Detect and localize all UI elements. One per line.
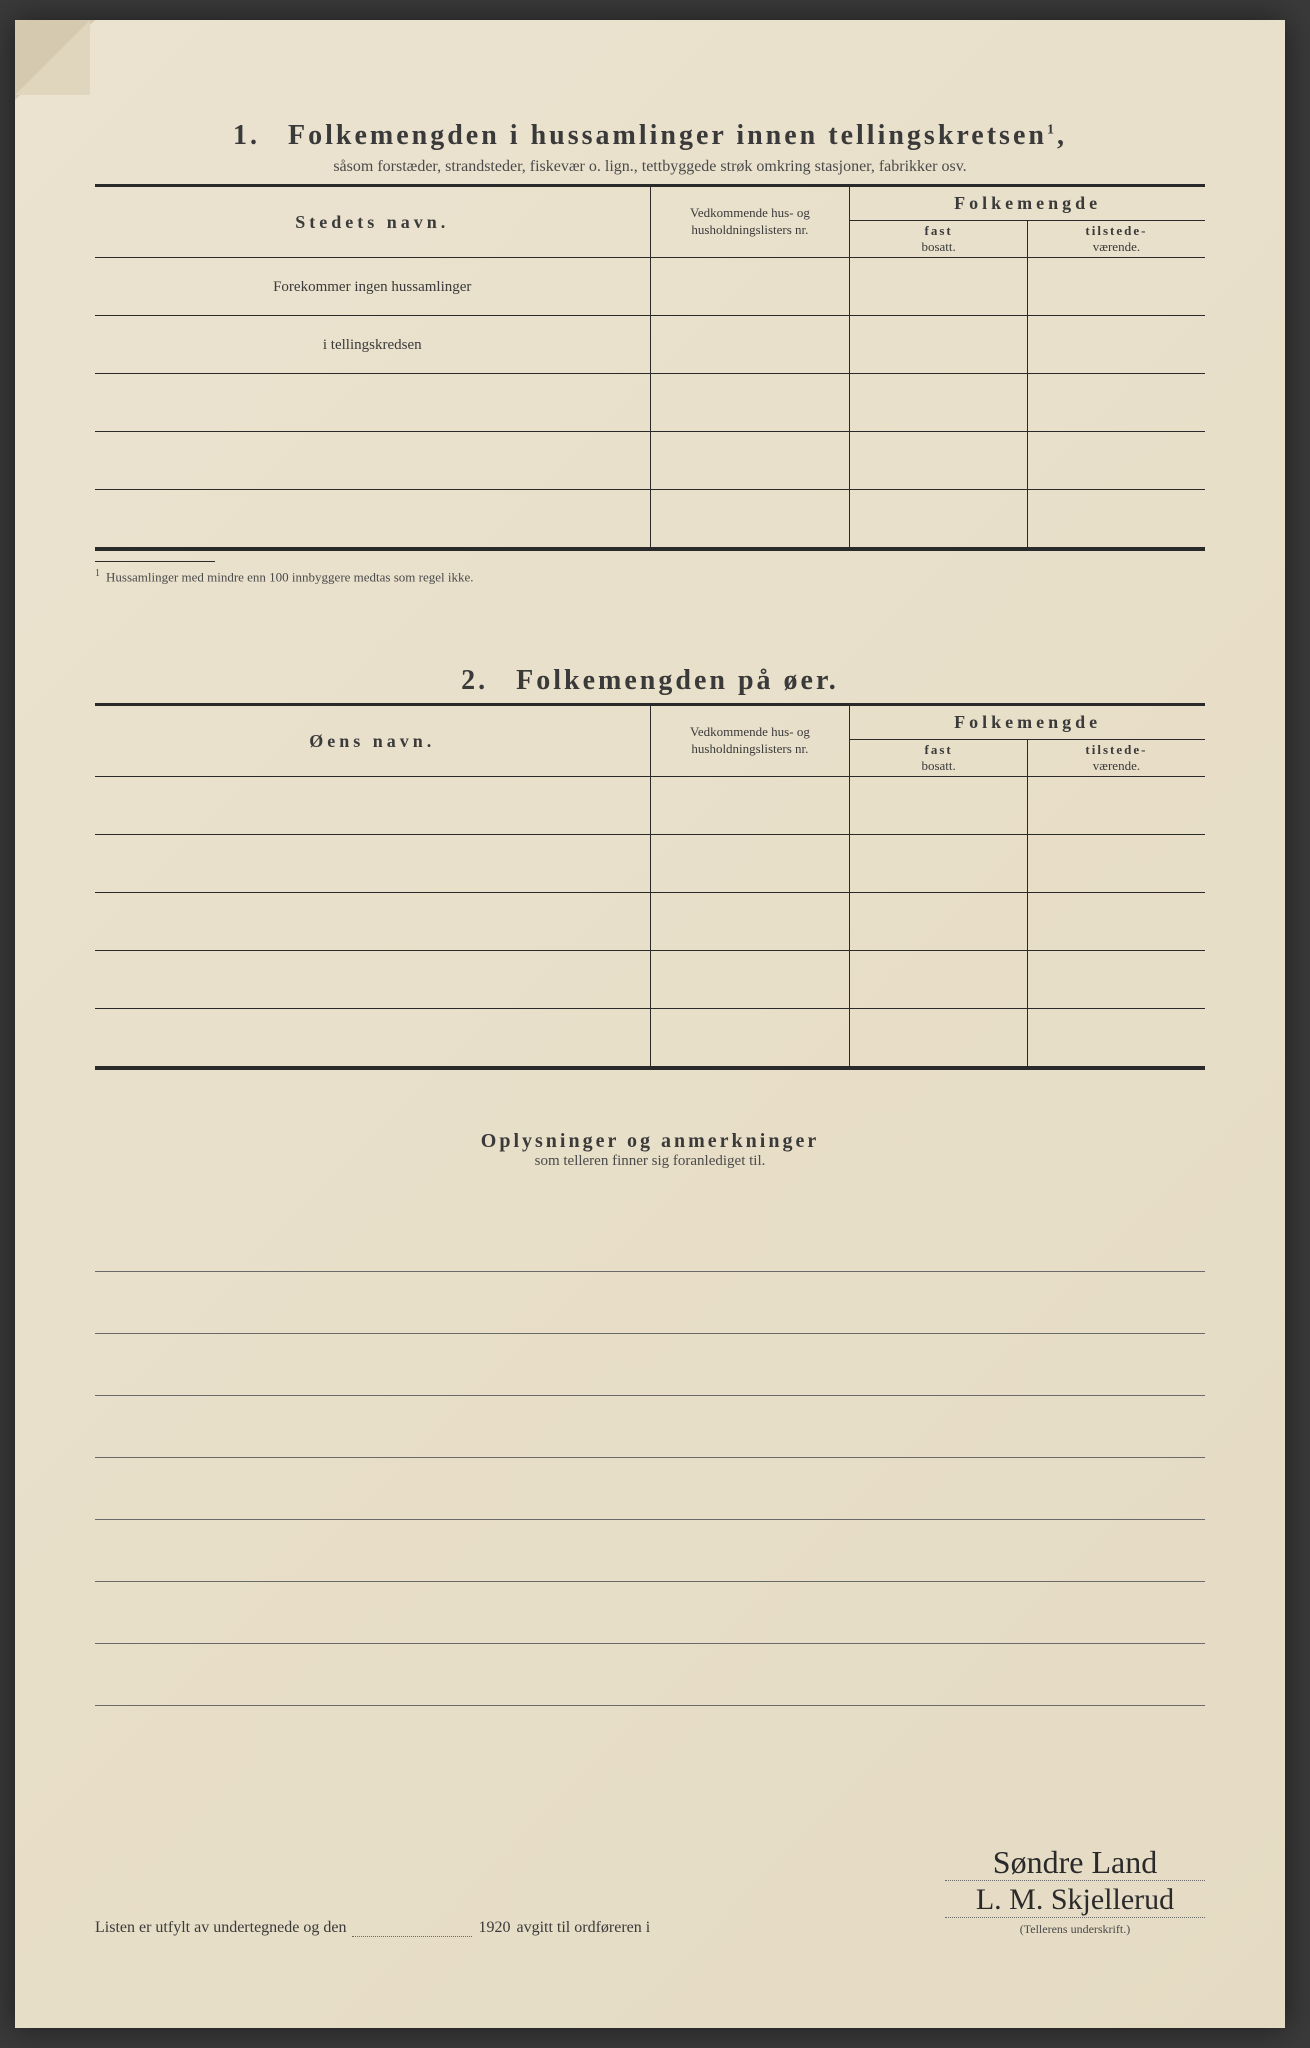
section-1: 1. Folkemengden i hussamlinger innen tel…: [95, 120, 1205, 585]
col-tilstede-2: tilstede-værende.: [1027, 740, 1205, 777]
section-2: 2. Folkemengden på øer. Øens navn. Vedko…: [95, 665, 1205, 1070]
signature-label: (Tellerens underskrift.): [945, 1922, 1205, 1937]
census-form-page: 1. Folkemengden i hussamlinger innen tel…: [15, 20, 1285, 2028]
footnote-rule: [95, 561, 215, 562]
bottom-attestation: Listen er utfylt av undertegnede og den …: [95, 1846, 1205, 1937]
col-oens-navn: Øens navn.: [95, 706, 650, 777]
ruled-line: [95, 1272, 1205, 1334]
footnote-sup: 1: [95, 568, 100, 579]
handwritten-entry-1: Forekommer ingen hussamlinger: [95, 258, 650, 316]
bottom-text-1: Listen er utfylt av undertegnede og den: [95, 1919, 346, 1937]
col-tilstede: tilstede-værende.: [1027, 221, 1205, 258]
signature-handwritten: L. M. Skjellerud: [945, 1885, 1205, 1918]
ruled-line: [95, 1520, 1205, 1582]
table-row: [95, 893, 1205, 951]
col-stedets-navn: Stedets navn.: [95, 187, 650, 258]
table-row: Forekommer ingen hussamlinger: [95, 258, 1205, 316]
section2-table: Øens navn. Vedkommende hus- og husholdni…: [95, 706, 1205, 1067]
section2-bottom-rule: [95, 1067, 1205, 1070]
section2-number: 2.: [461, 665, 488, 696]
table-row: [95, 951, 1205, 1009]
table-row: [95, 490, 1205, 548]
table-row: [95, 432, 1205, 490]
col-folkemengde: Folkemengde: [850, 187, 1205, 221]
ruled-line: [95, 1582, 1205, 1644]
table-row: [95, 1009, 1205, 1067]
col-fast-2: fastbosatt.: [850, 740, 1028, 777]
table-row: [95, 777, 1205, 835]
section1-footnote: 1Hussamlinger med mindre enn 100 innbygg…: [95, 568, 1205, 585]
signature-block: Søndre Land L. M. Skjellerud (Tellerens …: [945, 1846, 1205, 1937]
col-folkemengde-2: Folkemengde: [850, 706, 1205, 740]
section1-bottom-rule: [95, 548, 1205, 551]
section1-subtitle: såsom forstæder, strandsteder, fiskevær …: [95, 158, 1205, 176]
table-row: [95, 835, 1205, 893]
section2-title-text: Folkemengden på øer.: [516, 665, 839, 696]
table-row: i tellingskredsen: [95, 316, 1205, 374]
section1-number: 1.: [233, 120, 260, 151]
date-blank: [352, 1917, 472, 1937]
handwritten-entry-2: i tellingskredsen: [95, 316, 650, 374]
ruled-line: [95, 1334, 1205, 1396]
bottom-text-2: avgitt til ordføreren i: [516, 1919, 650, 1937]
table-row: [95, 374, 1205, 432]
section1-table: Stedets navn. Vedkommende hus- og hushol…: [95, 187, 1205, 548]
remarks-section: Oplysninger og anmerkninger som telleren…: [95, 1130, 1205, 1706]
page-dogear: [15, 20, 95, 100]
section1-title: 1. Folkemengden i hussamlinger innen tel…: [95, 120, 1205, 152]
bottom-year: 1920: [478, 1919, 510, 1937]
col-fast: fastbosatt.: [850, 221, 1028, 258]
ruled-line: [95, 1396, 1205, 1458]
remarks-title: Oplysninger og anmerkninger: [95, 1130, 1205, 1153]
section2-title: 2. Folkemengden på øer.: [95, 665, 1205, 697]
ruled-line: [95, 1458, 1205, 1520]
ruled-line: [95, 1644, 1205, 1706]
section1-title-text: Folkemengden i hussamlinger innen tellin…: [288, 120, 1047, 151]
section1-sup: 1: [1047, 123, 1057, 138]
ruled-line: [95, 1210, 1205, 1272]
col-lists-2: Vedkommende hus- og husholdningslisters …: [650, 706, 850, 777]
remarks-subtitle: som telleren finner sig foranlediget til…: [95, 1153, 1205, 1170]
place-handwritten: Søndre Land: [945, 1846, 1205, 1881]
col-lists: Vedkommende hus- og husholdningslisters …: [650, 187, 850, 258]
